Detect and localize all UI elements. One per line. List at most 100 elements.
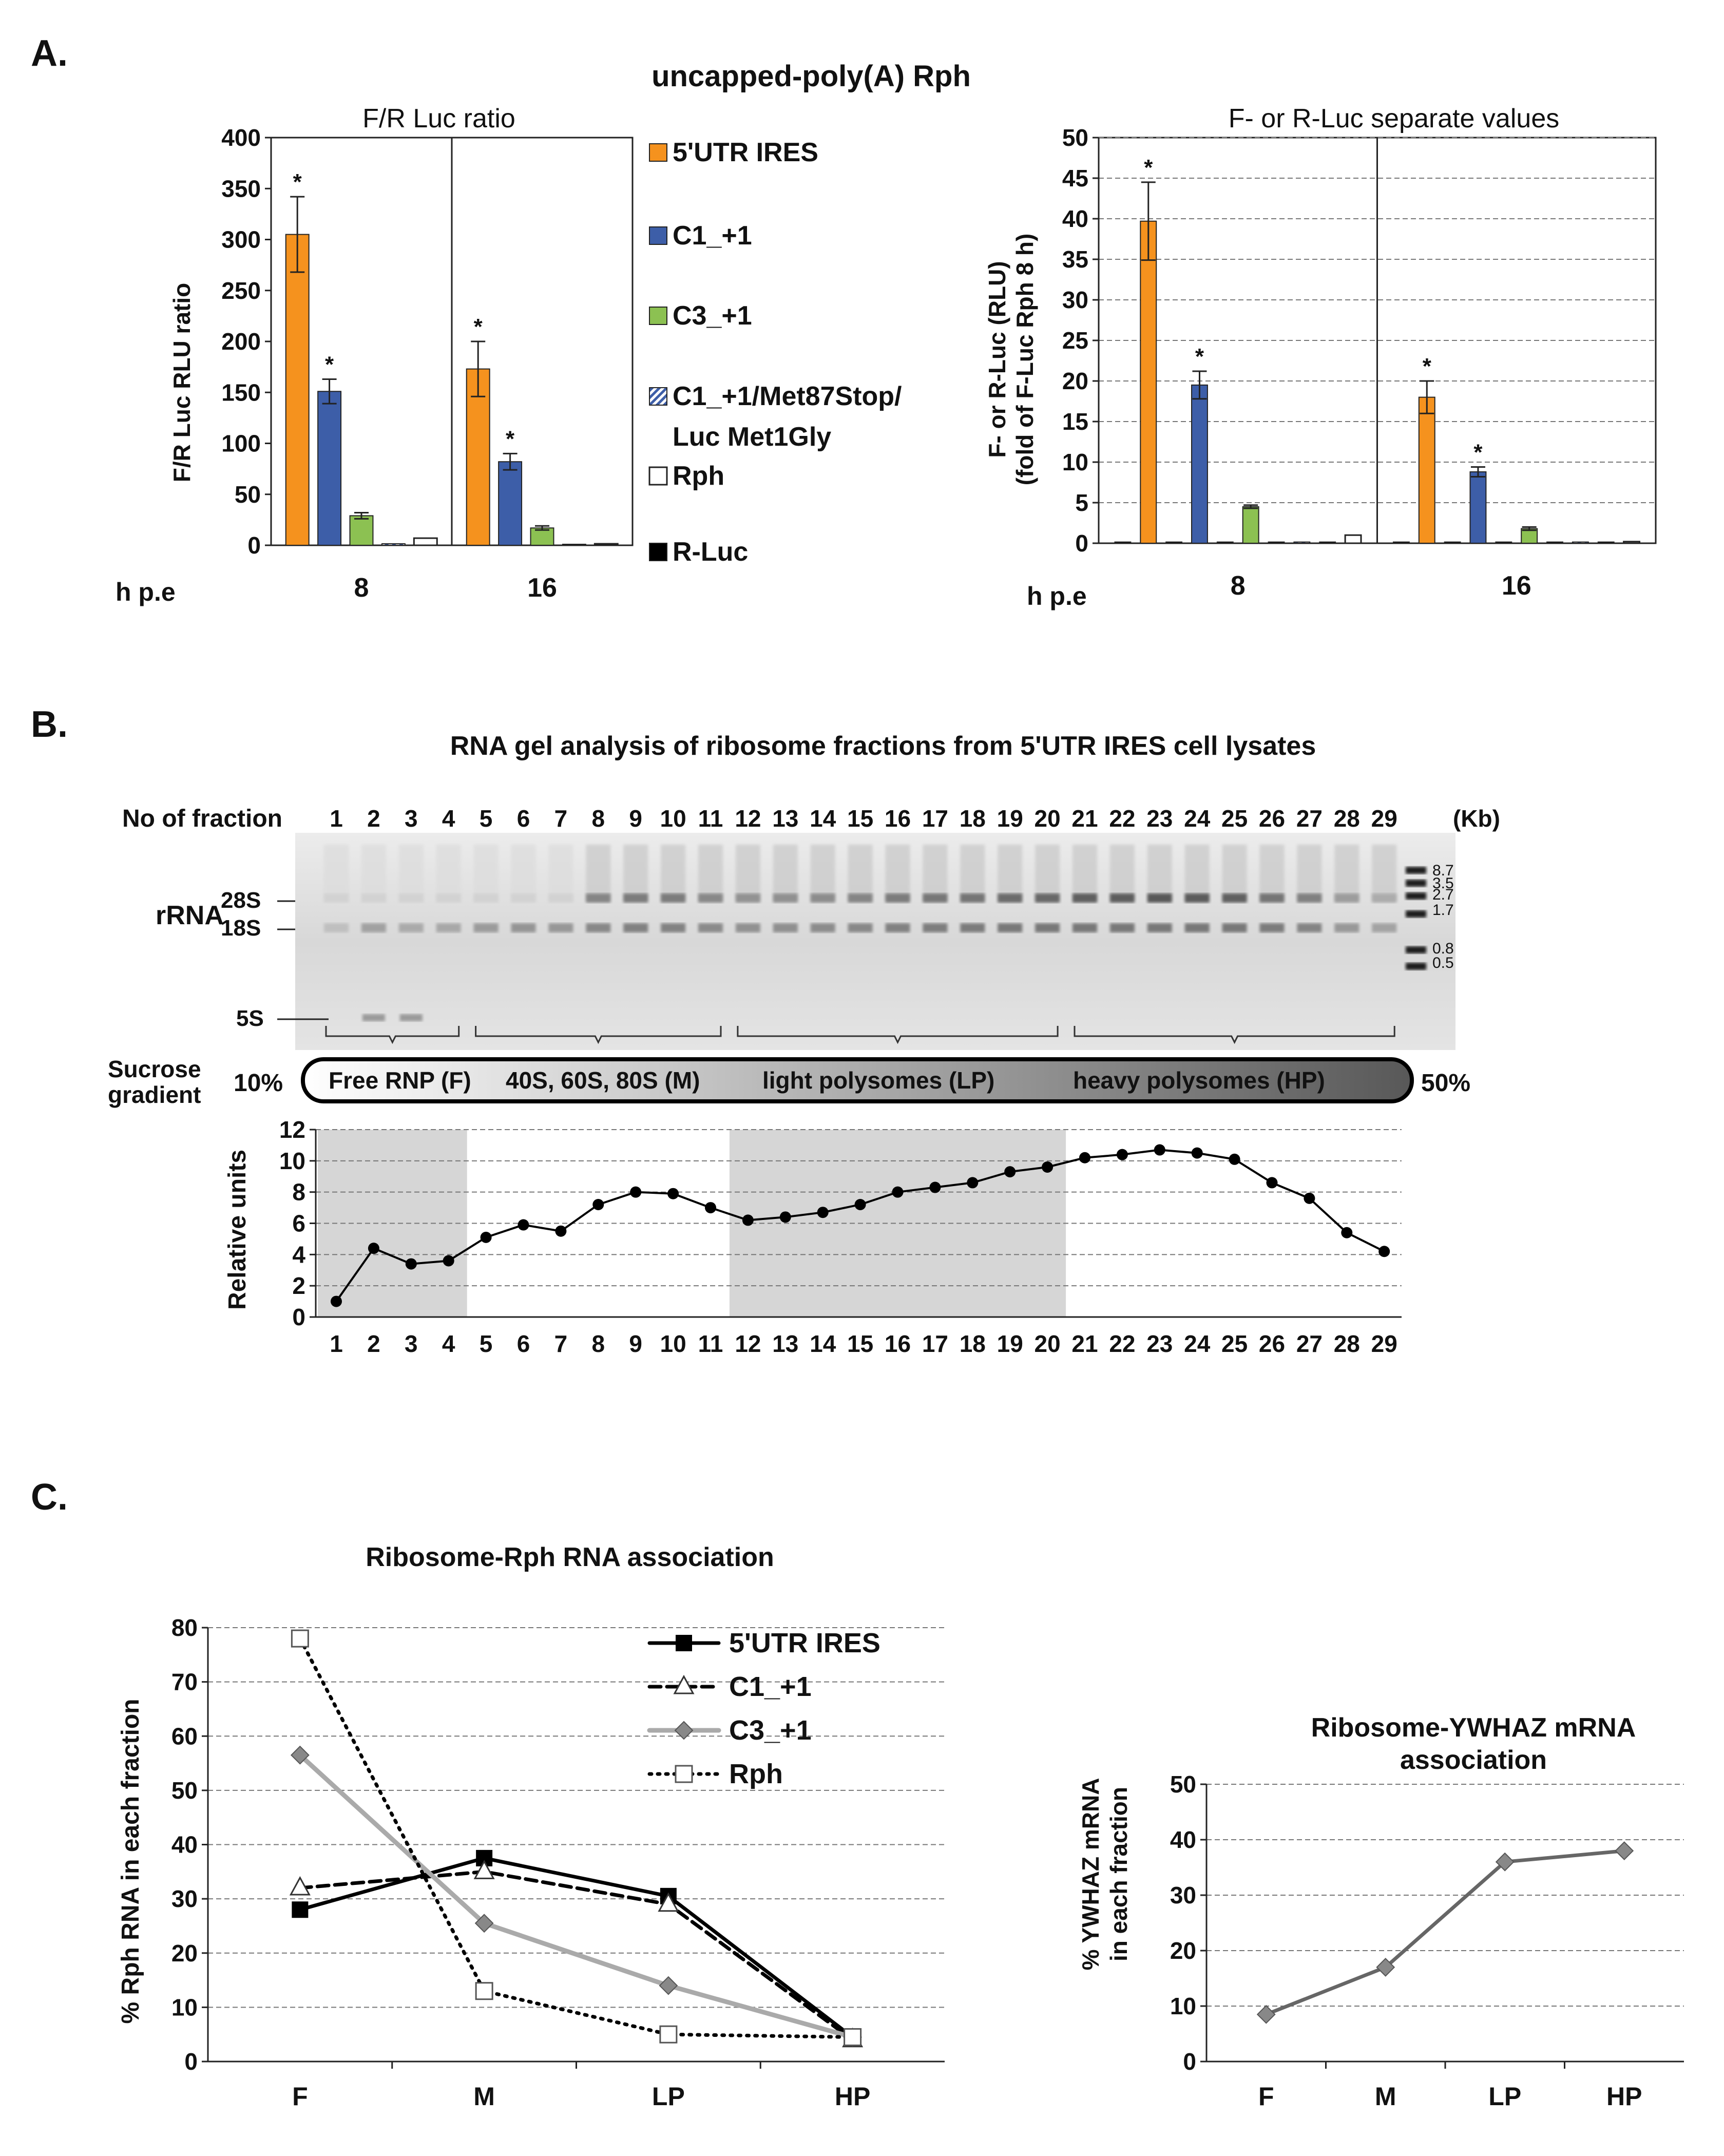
b-profile-point [555, 1225, 567, 1237]
c2-title-2: association [1400, 1745, 1547, 1775]
gel-band-18s [623, 923, 648, 932]
rna-gel-image [295, 833, 1455, 1050]
fraction-number: 4 [442, 805, 455, 832]
sucrose-label-2: gradient [108, 1081, 201, 1108]
c1-ytick-label: 40 [171, 1831, 198, 1858]
a2-bar-2-0 [1165, 541, 1183, 544]
ladder-label: 2.7 [1432, 886, 1454, 903]
c1-marker-3 [844, 2028, 862, 2046]
a1-significance: * [293, 169, 302, 195]
gradient-low: 10% [234, 1070, 283, 1097]
b-x-tick-label: 21 [1071, 1330, 1098, 1357]
c1-legend-label-2: C3_+1 [729, 1715, 812, 1746]
c2-marker-0 [1376, 1957, 1395, 1977]
panel-b-title: RNA gel analysis of ribosome fractions f… [450, 731, 1316, 761]
a1-ytick-label: 200 [221, 328, 261, 355]
b-x-tick-label: 2 [367, 1330, 380, 1357]
gel-lane-smear [960, 845, 985, 901]
a2-category-label: 8 [1231, 571, 1246, 601]
gel-lane-smear [661, 845, 686, 901]
gel-band-18s [511, 923, 536, 932]
a1-ylabel: F/R Luc RLU ratio [168, 283, 195, 482]
c2-series-line-0 [1264, 1849, 1626, 2016]
a1-significance: * [506, 426, 515, 451]
a2-bar-3-1 [1469, 471, 1487, 544]
gel-band-18s [848, 923, 873, 932]
fraction-number: 12 [735, 805, 761, 832]
c2-ylabel-2: in each fraction [1105, 1787, 1132, 1961]
legend-c3: C3_+1 [673, 301, 752, 331]
a1-bar-4-0 [413, 537, 438, 546]
gel-lane-smear [1334, 845, 1359, 901]
gel-group-brackets [325, 1026, 1395, 1044]
b-x-tick-label: 8 [592, 1330, 605, 1357]
gel-lanes [324, 845, 1397, 1021]
a1-ytick-label: 250 [221, 277, 261, 304]
gel-lane-smear [735, 845, 760, 901]
b-profile-point [892, 1186, 904, 1198]
group-monosome: 40S, 60S, 80S (M) [506, 1067, 700, 1094]
a2-ytick-label: 35 [1062, 246, 1088, 273]
ladder-band [1406, 963, 1426, 970]
gel-band-18s [324, 923, 349, 932]
gel-band-28s [1334, 893, 1359, 903]
a2-bar-1-1 [1418, 396, 1435, 544]
b-profile-point [1116, 1149, 1128, 1160]
c1-ytick-label: 10 [171, 1994, 198, 2020]
b-x-tick-label: 28 [1334, 1330, 1360, 1357]
sucrose-label-1: Sucrose [108, 1056, 201, 1082]
gel-band-28s [586, 893, 611, 903]
gel-band-18s [1259, 923, 1285, 932]
c1-marker-1 [289, 1876, 311, 1896]
gel-lane-smear [810, 845, 835, 901]
legend-swatch-ires [649, 143, 667, 162]
gel-lane-smear [511, 845, 536, 901]
c1-ylabel: % Rph RNA in each fraction [117, 1699, 144, 2024]
a1-significance: * [325, 352, 334, 377]
c1-category-label: LP [652, 2082, 685, 2111]
a2-bar-7-1 [1572, 541, 1589, 544]
chart-rph-association: % Rph RNA in each fraction 0 10 20 30 40 50 60… [117, 1614, 945, 2111]
legend-swatch-c3 [649, 307, 667, 325]
b-x-tick-label: 1 [330, 1330, 343, 1357]
gel-band-18s [473, 923, 499, 932]
c1-ytick-label: 50 [171, 1777, 198, 1804]
legend-rph: Rph [673, 461, 724, 491]
b-x-tick-label: 4 [442, 1330, 455, 1357]
a1-bar-4-1 [593, 543, 619, 546]
c2-marker-0 [1495, 1852, 1515, 1872]
legend-swatch-rph [648, 466, 668, 486]
c2-title-1: Ribosome-YWHAZ mRNA [1311, 1713, 1636, 1743]
fraction-number: 23 [1146, 805, 1173, 832]
legend-swatch-met87stop [649, 387, 667, 406]
gel-band-18s [698, 923, 723, 932]
fraction-number: 3 [405, 805, 418, 832]
b-profile-point [405, 1258, 417, 1270]
c1-legend-marker-1 [673, 1674, 695, 1694]
b-profile-point [331, 1295, 342, 1307]
b-x-tick-label: 3 [405, 1330, 418, 1357]
a2-bar-5-0 [1242, 506, 1259, 544]
ladder-label: 8.7 [1432, 862, 1454, 879]
b-ytick-label: 10 [279, 1148, 305, 1174]
a1-ytick-label: 400 [221, 124, 261, 151]
gel-lane-smear [548, 845, 573, 901]
b-profile-point [1378, 1246, 1390, 1257]
ladder-band [1406, 910, 1426, 918]
a1-ytick-label: 100 [221, 430, 261, 457]
fraction-number: 9 [629, 805, 642, 832]
gel-band-28s [1072, 893, 1097, 903]
a2-ytick-label: 20 [1062, 368, 1088, 394]
gel-lane-smear [1297, 845, 1322, 901]
a1-bar-3-0 [381, 543, 406, 546]
gel-band-18s [1072, 923, 1097, 932]
b-profile-point [443, 1255, 454, 1267]
c2-category-label: M [1375, 2082, 1396, 2111]
rrna-label: rRNA [156, 901, 224, 930]
gel-band-28s [773, 893, 798, 903]
b-x-tick-label: 19 [997, 1330, 1023, 1357]
b-x-tick-label: 20 [1035, 1330, 1061, 1357]
gel-band-28s [661, 893, 686, 903]
b-profile-point [817, 1207, 829, 1218]
b-x-tick-label: 6 [517, 1330, 530, 1357]
